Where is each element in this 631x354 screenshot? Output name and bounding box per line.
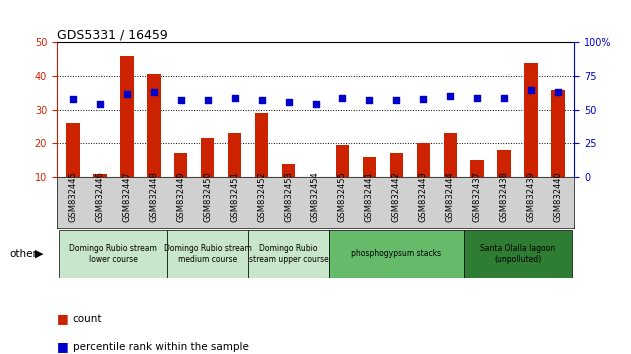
Bar	[444, 133, 457, 177]
Bar	[174, 154, 187, 177]
Bar	[309, 177, 322, 207]
Point	[338, 95, 348, 101]
Bar	[66, 123, 80, 177]
Point	[418, 96, 428, 102]
Bar	[59, 230, 167, 278]
Text: Santa Olalla lagoon
(unpolluted): Santa Olalla lagoon (unpolluted)	[480, 244, 555, 264]
Bar	[336, 145, 349, 177]
Bar	[167, 230, 248, 278]
Point	[149, 90, 159, 95]
Text: percentile rank within the sample: percentile rank within the sample	[73, 342, 249, 352]
Point	[257, 97, 267, 103]
Text: other: other	[9, 249, 37, 259]
Text: Domingo Rubio stream
lower course: Domingo Rubio stream lower course	[69, 244, 157, 264]
Point	[230, 95, 240, 101]
Bar	[120, 56, 134, 177]
Point	[310, 102, 321, 107]
Text: Domingo Rubio stream
medium course: Domingo Rubio stream medium course	[164, 244, 252, 264]
Point	[122, 91, 132, 96]
Bar	[201, 138, 215, 177]
Bar	[282, 164, 295, 177]
Point	[553, 90, 563, 95]
Bar	[464, 230, 572, 278]
Point	[68, 96, 78, 102]
Text: ■: ■	[57, 312, 69, 325]
Bar	[363, 157, 376, 177]
Bar	[329, 230, 464, 278]
Bar	[248, 230, 329, 278]
Text: ■: ■	[57, 341, 69, 353]
Point	[445, 93, 456, 99]
Bar	[228, 133, 242, 177]
Point	[364, 97, 374, 103]
Point	[472, 95, 482, 101]
Text: phosphogypsum stacks: phosphogypsum stacks	[351, 250, 442, 258]
Bar	[389, 154, 403, 177]
Point	[391, 97, 401, 103]
Bar	[147, 74, 160, 177]
Text: count: count	[73, 314, 102, 324]
Bar	[416, 143, 430, 177]
Point	[499, 95, 509, 101]
Bar	[255, 113, 268, 177]
Point	[203, 97, 213, 103]
Bar	[471, 160, 484, 177]
Text: GDS5331 / 16459: GDS5331 / 16459	[57, 28, 168, 41]
Bar	[524, 63, 538, 177]
Bar	[497, 150, 511, 177]
Point	[526, 87, 536, 92]
Text: Domingo Rubio
stream upper course: Domingo Rubio stream upper course	[249, 244, 328, 264]
Point	[283, 99, 293, 104]
Text: ▶: ▶	[35, 249, 43, 259]
Point	[95, 102, 105, 107]
Bar	[93, 174, 107, 177]
Bar	[551, 90, 565, 177]
Point	[175, 97, 186, 103]
